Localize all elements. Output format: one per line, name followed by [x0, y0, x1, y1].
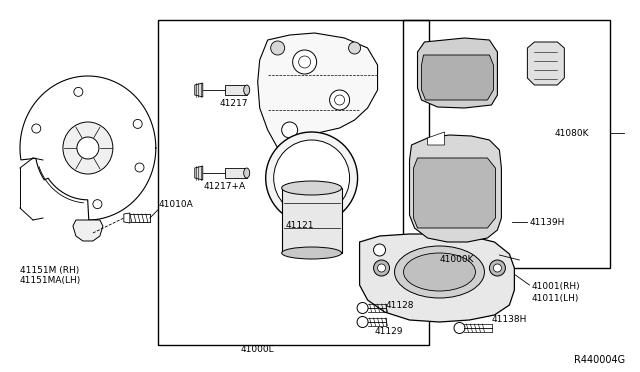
- Ellipse shape: [77, 137, 99, 159]
- Polygon shape: [413, 158, 495, 228]
- Polygon shape: [422, 55, 493, 100]
- Text: 41138H: 41138H: [492, 315, 527, 324]
- Polygon shape: [195, 83, 203, 97]
- Text: 41000L: 41000L: [241, 344, 275, 353]
- Circle shape: [374, 244, 385, 256]
- Polygon shape: [225, 168, 246, 178]
- Text: 41128: 41128: [385, 301, 414, 310]
- Text: 41217+A: 41217+A: [204, 182, 246, 190]
- Text: 41001(RH): 41001(RH): [531, 282, 580, 292]
- Ellipse shape: [244, 85, 250, 95]
- Polygon shape: [282, 188, 342, 253]
- Polygon shape: [410, 135, 501, 242]
- Ellipse shape: [63, 122, 113, 174]
- Ellipse shape: [282, 247, 342, 259]
- Circle shape: [490, 260, 506, 276]
- Text: 41000K: 41000K: [440, 256, 474, 264]
- Text: 41011(LH): 41011(LH): [531, 294, 579, 302]
- Ellipse shape: [244, 168, 250, 178]
- Circle shape: [357, 317, 368, 327]
- Circle shape: [357, 302, 368, 314]
- Ellipse shape: [282, 181, 342, 195]
- Circle shape: [266, 132, 358, 224]
- Ellipse shape: [349, 42, 360, 54]
- Ellipse shape: [394, 246, 484, 298]
- Polygon shape: [417, 38, 497, 108]
- Bar: [158, 20, 429, 345]
- Circle shape: [133, 119, 142, 128]
- Circle shape: [282, 122, 298, 138]
- Text: 41217: 41217: [220, 99, 248, 108]
- Circle shape: [274, 140, 349, 216]
- Circle shape: [292, 50, 317, 74]
- Circle shape: [74, 87, 83, 96]
- Circle shape: [493, 264, 501, 272]
- Text: R440004G: R440004G: [574, 355, 625, 365]
- Circle shape: [378, 264, 385, 272]
- Circle shape: [135, 163, 144, 172]
- Polygon shape: [258, 33, 378, 158]
- Polygon shape: [225, 85, 246, 95]
- Polygon shape: [360, 234, 515, 322]
- Text: 41151M (RH): 41151M (RH): [20, 266, 79, 275]
- Polygon shape: [428, 132, 444, 145]
- Polygon shape: [73, 220, 103, 241]
- Ellipse shape: [271, 41, 285, 55]
- Text: 41080K: 41080K: [554, 128, 589, 138]
- Polygon shape: [124, 213, 130, 223]
- Text: 41139H: 41139H: [529, 218, 564, 227]
- Text: 41010A: 41010A: [159, 200, 193, 209]
- Circle shape: [374, 260, 390, 276]
- Circle shape: [32, 124, 41, 133]
- Text: 41151MA(LH): 41151MA(LH): [20, 276, 81, 285]
- Circle shape: [93, 200, 102, 209]
- Polygon shape: [195, 166, 203, 180]
- Circle shape: [330, 90, 349, 110]
- Text: 41121: 41121: [285, 221, 314, 230]
- Bar: [403, 20, 611, 268]
- Ellipse shape: [404, 253, 476, 291]
- Circle shape: [454, 323, 465, 334]
- Text: 41129: 41129: [374, 327, 403, 337]
- Polygon shape: [527, 42, 564, 85]
